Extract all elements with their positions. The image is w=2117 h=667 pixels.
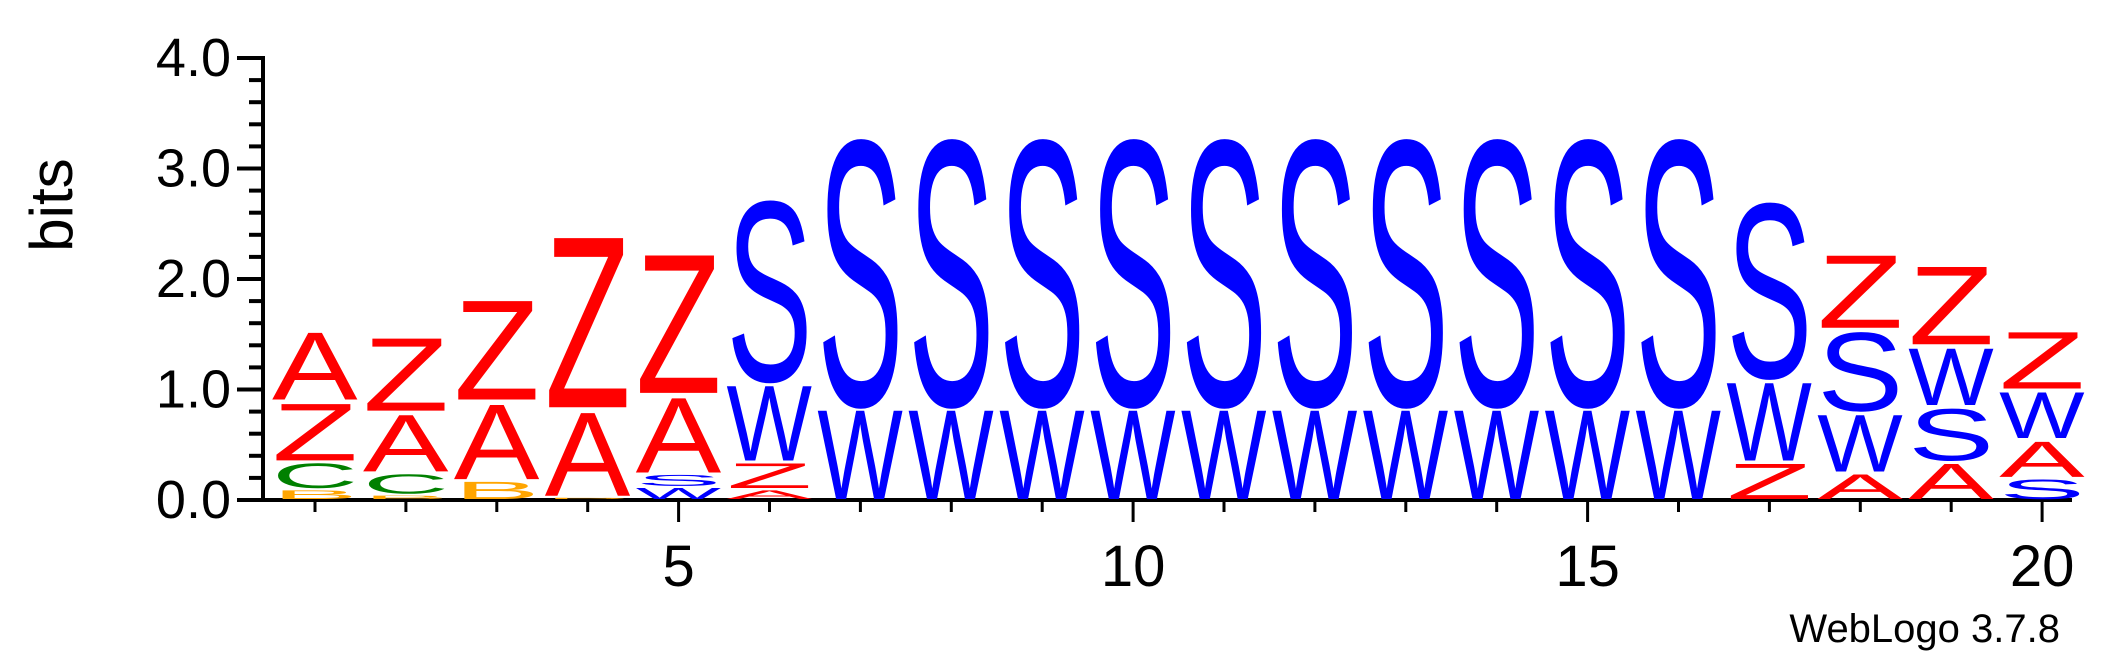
letter-a: A <box>727 488 813 502</box>
letter-z: Z <box>727 456 813 496</box>
letter-w: W <box>636 485 722 503</box>
letter-w: W <box>908 385 994 527</box>
letter-b: B <box>272 488 358 502</box>
letter-a: A <box>454 383 540 503</box>
letter-s: S <box>636 472 722 489</box>
letter-z: Z <box>1999 315 2085 406</box>
letter-b: B <box>363 495 449 500</box>
letter-s: S <box>727 148 813 436</box>
y-tick-label: 2.0 <box>156 249 231 309</box>
letter-b: B <box>545 497 631 499</box>
letter-z: Z <box>636 213 722 436</box>
letter-a: A <box>363 398 449 489</box>
x-tick-label: 10 <box>1101 534 1166 599</box>
weblogo-credit: WebLogo 3.7.8 <box>1789 607 2060 651</box>
x-tick-label: 20 <box>2010 534 2075 599</box>
letter-a: A <box>1817 467 1903 507</box>
letter-w: W <box>1908 332 1994 423</box>
letter-s: S <box>1726 152 1812 431</box>
letter-w: W <box>1817 398 1903 489</box>
letter-w: W <box>817 385 903 527</box>
letter-w: W <box>1999 378 2085 452</box>
letter-s: S <box>1817 309 1903 434</box>
letter-a: A <box>1908 453 1994 510</box>
letter-s: S <box>1908 394 1994 476</box>
y-tick-label: 0.0 <box>156 470 231 530</box>
letter-w: W <box>1272 385 1358 527</box>
letter-z: Z <box>1908 243 1994 368</box>
letter-s: S <box>1545 62 1631 487</box>
y-tick-label: 3.0 <box>156 139 231 199</box>
letter-w: W <box>1454 385 1540 527</box>
letter-s: S <box>1999 474 2085 505</box>
letter-w: W <box>1545 385 1631 527</box>
axes: 0.0 1.0 2.0 3.0 4.0 5 10 15 20 <box>156 28 2074 599</box>
letter-z: Z <box>363 317 449 433</box>
letter-s: S <box>1454 62 1540 487</box>
letter-w: W <box>1181 385 1267 527</box>
x-tick-label: 15 <box>1555 534 1620 599</box>
letter-w: W <box>999 385 1085 527</box>
letter-z: Z <box>454 272 540 431</box>
letter-s: S <box>1181 62 1267 487</box>
x-tick-label: 5 <box>662 534 694 599</box>
letter-s: S <box>1363 62 1449 487</box>
letter-z: Z <box>272 387 358 478</box>
letter-b: B <box>454 477 540 505</box>
letter-a: A <box>1999 431 2085 488</box>
letter-s: S <box>999 62 1085 487</box>
letter-z: Z <box>1817 234 1903 350</box>
letter-a: A <box>545 388 631 521</box>
letter-s: S <box>817 62 903 487</box>
letter-s: S <box>1090 62 1176 487</box>
letter-s: S <box>1636 62 1722 487</box>
letter-c: C <box>363 469 449 500</box>
y-axis-label: bits <box>18 158 85 251</box>
letter-w: W <box>1636 385 1722 527</box>
letter-w: W <box>727 364 813 484</box>
letter-s: S <box>908 62 994 487</box>
letter-a: A <box>272 313 358 421</box>
y-tick-label: 4.0 <box>156 28 231 88</box>
y-tick-label: 1.0 <box>156 360 231 420</box>
letter-s: S <box>1272 62 1358 487</box>
letter-z: Z <box>1726 453 1812 510</box>
letter-w: W <box>1363 385 1449 527</box>
letter-z: Z <box>545 186 631 460</box>
letter-w: W <box>1090 385 1176 527</box>
letter-w: W <box>1726 359 1811 485</box>
letter-c: C <box>272 456 358 496</box>
letter-a: A <box>636 376 722 496</box>
